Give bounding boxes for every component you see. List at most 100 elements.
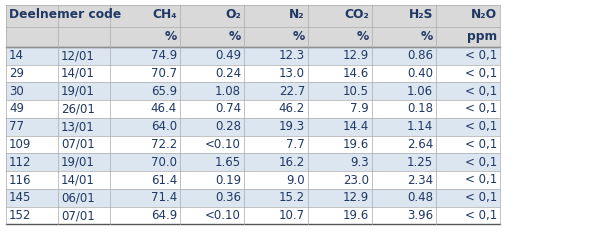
Text: < 0,1: < 0,1 (465, 120, 497, 133)
Text: 12/01: 12/01 (61, 49, 95, 62)
Text: 26/01: 26/01 (61, 102, 95, 115)
Text: 13/01: 13/01 (61, 120, 95, 133)
Text: 12.3: 12.3 (279, 49, 305, 62)
Text: 12.9: 12.9 (343, 191, 369, 204)
Text: 1.08: 1.08 (215, 85, 241, 98)
Text: 23.0: 23.0 (343, 174, 369, 186)
Text: 72.2: 72.2 (151, 138, 177, 151)
Text: 70.7: 70.7 (151, 67, 177, 80)
Text: 10.5: 10.5 (343, 85, 369, 98)
Text: %: % (229, 30, 241, 43)
Text: < 0,1: < 0,1 (465, 191, 497, 204)
Text: < 0,1: < 0,1 (465, 49, 497, 62)
Text: 77: 77 (9, 120, 24, 133)
Text: ppm: ppm (467, 30, 497, 43)
Text: 1.14: 1.14 (407, 120, 433, 133)
Text: %: % (165, 30, 177, 43)
Text: 0.48: 0.48 (407, 191, 433, 204)
Bar (6, 118, 500, 136)
Text: 2.64: 2.64 (407, 138, 433, 151)
Bar (6, 207, 500, 224)
Text: 74.9: 74.9 (151, 49, 177, 62)
Bar (6, 47, 500, 65)
Bar (6, 5, 500, 47)
Text: 71.4: 71.4 (151, 191, 177, 204)
Text: 61.4: 61.4 (151, 174, 177, 186)
Text: 0.24: 0.24 (215, 67, 241, 80)
Text: 7.9: 7.9 (350, 102, 369, 115)
Text: O₂: O₂ (225, 7, 241, 21)
Text: 13.0: 13.0 (279, 67, 305, 80)
Text: 22.7: 22.7 (279, 85, 305, 98)
Text: 64.0: 64.0 (151, 120, 177, 133)
Text: 14.6: 14.6 (343, 67, 369, 80)
Text: 2.34: 2.34 (407, 174, 433, 186)
Text: 14.4: 14.4 (343, 120, 369, 133)
Text: 19.6: 19.6 (343, 138, 369, 151)
Text: N₂: N₂ (289, 7, 305, 21)
Bar (6, 100, 500, 118)
Text: 0.40: 0.40 (407, 67, 433, 80)
Text: 14/01: 14/01 (61, 174, 95, 186)
Text: 0.49: 0.49 (215, 49, 241, 62)
Text: %: % (357, 30, 369, 43)
Text: 19/01: 19/01 (61, 156, 95, 169)
Text: 06/01: 06/01 (61, 191, 95, 204)
Text: 109: 109 (9, 138, 32, 151)
Text: < 0,1: < 0,1 (465, 67, 497, 80)
Text: 30: 30 (9, 85, 24, 98)
Bar (6, 189, 500, 207)
Text: %: % (293, 30, 305, 43)
Text: 14/01: 14/01 (61, 67, 95, 80)
Text: 9.0: 9.0 (286, 174, 305, 186)
Text: N₂O: N₂O (471, 7, 497, 21)
Text: <0.10: <0.10 (205, 209, 241, 222)
Text: 16.2: 16.2 (279, 156, 305, 169)
Text: CO₂: CO₂ (344, 7, 369, 21)
Text: 0.86: 0.86 (407, 49, 433, 62)
Text: 1.25: 1.25 (407, 156, 433, 169)
Bar (6, 171, 500, 189)
Text: 07/01: 07/01 (61, 138, 95, 151)
Text: 19.6: 19.6 (343, 209, 369, 222)
Bar (6, 136, 500, 153)
Text: 116: 116 (9, 174, 32, 186)
Text: 0.19: 0.19 (215, 174, 241, 186)
Text: 29: 29 (9, 67, 24, 80)
Text: Deelnemer code: Deelnemer code (9, 7, 121, 21)
Text: < 0,1: < 0,1 (465, 85, 497, 98)
Text: 19.3: 19.3 (279, 120, 305, 133)
Text: CH₄: CH₄ (152, 7, 177, 21)
Text: < 0,1: < 0,1 (465, 138, 497, 151)
Text: 14: 14 (9, 49, 24, 62)
Text: < 0,1: < 0,1 (465, 209, 497, 222)
Text: 46.2: 46.2 (279, 102, 305, 115)
Text: < 0,1: < 0,1 (465, 174, 497, 186)
Text: 3.96: 3.96 (407, 209, 433, 222)
Text: 70.0: 70.0 (151, 156, 177, 169)
Text: <0.10: <0.10 (205, 138, 241, 151)
Bar (6, 153, 500, 171)
Text: 15.2: 15.2 (279, 191, 305, 204)
Bar (6, 82, 500, 100)
Text: H₂S: H₂S (409, 7, 433, 21)
Text: 1.06: 1.06 (407, 85, 433, 98)
Text: 152: 152 (9, 209, 32, 222)
Text: 9.3: 9.3 (350, 156, 369, 169)
Text: 145: 145 (9, 191, 32, 204)
Text: < 0,1: < 0,1 (465, 156, 497, 169)
Text: 1.65: 1.65 (215, 156, 241, 169)
Text: 64.9: 64.9 (151, 209, 177, 222)
Text: 07/01: 07/01 (61, 209, 95, 222)
Text: 0.74: 0.74 (215, 102, 241, 115)
Text: 49: 49 (9, 102, 24, 115)
Text: 7.7: 7.7 (286, 138, 305, 151)
Text: < 0,1: < 0,1 (465, 102, 497, 115)
Text: 0.18: 0.18 (407, 102, 433, 115)
Text: 19/01: 19/01 (61, 85, 95, 98)
Bar (6, 65, 500, 82)
Text: 12.9: 12.9 (343, 49, 369, 62)
Text: 10.7: 10.7 (279, 209, 305, 222)
Text: 0.36: 0.36 (215, 191, 241, 204)
Text: 112: 112 (9, 156, 32, 169)
